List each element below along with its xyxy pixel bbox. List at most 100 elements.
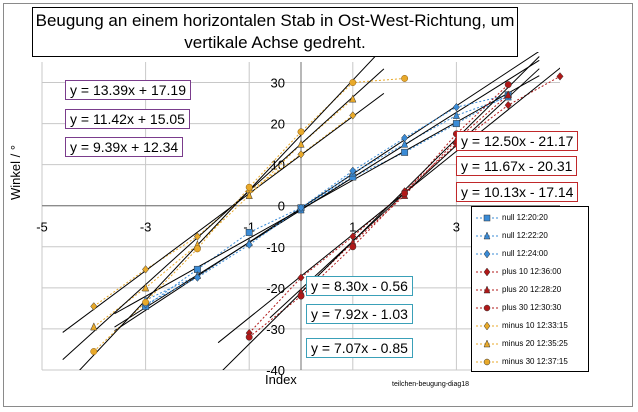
data-point [504,90,512,99]
series-line [93,114,354,307]
legend-item: plus 30 12:30:30 [472,301,588,317]
legend-swatch [476,339,498,348]
legend-item: null 12:22:20 [472,229,588,245]
data-point [401,74,409,82]
data-point [193,245,201,253]
x-tick-label: -1 [243,220,255,235]
x-tick-label: 3 [453,220,460,235]
legend-label: plus 20 12:28:20 [502,285,562,294]
data-point [452,120,460,128]
legend-marker [483,321,491,331]
legend-item: plus 20 12:28:20 [472,283,588,299]
data-point [401,133,409,143]
data-point [401,189,409,197]
legend-swatch [476,304,498,312]
y-tick-label: -10 [266,240,285,255]
legend-swatch [476,249,498,259]
data-point [349,111,357,120]
data-point [349,243,357,251]
fit-equation-plus-20: y = 11.67x - 20.31 [456,156,578,176]
data-point [349,166,357,176]
legend-label: minus 30 12:37:15 [502,357,568,366]
trend-line [114,75,540,315]
x-tick-label: -5 [36,220,48,235]
data-point [297,273,305,282]
legend-swatch [476,267,498,277]
legend-label: plus 10 12:36:00 [502,267,562,276]
data-point [90,348,98,355]
data-point [90,302,98,311]
data-point [349,79,357,86]
trend-line [222,56,540,370]
legend-swatch [476,321,498,331]
data-point [504,81,512,89]
legend-swatch [476,214,498,222]
data-point [245,183,253,191]
legend-marker [483,285,491,294]
data-point [245,190,253,199]
legend-label: null 12:24:00 [502,249,548,258]
legend-label: plus 30 12:30:30 [502,303,562,312]
x-tick-label: 1 [349,220,356,235]
fit-equation-null-3: y = 7.07x - 0.85 [306,338,413,358]
data-point [142,298,150,306]
fit-equation-plus-10: y = 10.13x - 17.14 [456,182,579,202]
legend-swatch [476,231,498,240]
y-tick-label: -20 [266,281,285,296]
data-point [452,110,460,119]
chart-frame [3,3,633,407]
trend-line [62,92,385,333]
data-point [90,322,98,331]
data-point [245,228,253,236]
trend-line [62,68,385,361]
x-tick-label: -3 [140,220,152,235]
legend-item: minus 20 12:35:25 [472,337,588,353]
legend-item: plus 10 12:36:00 [472,265,588,281]
y-axis-title: Winkel / ° [8,144,23,200]
legend-label: minus 10 12:33:15 [502,321,568,330]
fit-equation-null-1: y = 8.30x - 0.56 [306,276,413,296]
series-line [145,94,509,305]
fit-equation-null-2: y = 7.92x - 1.03 [306,304,413,324]
data-point [245,240,253,249]
data-point [245,333,253,341]
data-point [401,148,409,156]
legend-swatch [476,358,498,366]
legend-marker [483,304,491,312]
chart-title-line1: Beugung an einem horizontalen Stab in Os… [35,11,515,30]
data-point [193,273,201,282]
legend-item: null 12:24:00 [472,247,588,263]
y-tick-label: 0 [278,199,285,214]
fit-equation-minus-30: y = 13.39x + 17.19 [65,80,191,100]
y-tick-label: -40 [266,363,285,378]
legend-item: minus 30 12:37:15 [472,355,588,371]
legend-label: null 12:20:20 [502,213,548,222]
series-line [145,96,509,301]
legend-marker [483,358,491,366]
data-point [142,265,150,274]
legend-item: minus 10 12:33:15 [472,319,588,335]
data-point [297,203,305,212]
data-point [401,139,409,148]
chart-credit: teilchen-beugung-diag18 [392,381,470,388]
legend-marker [483,339,491,348]
chart-title-line2: vertikale Achse gedreht. [184,33,366,52]
legend-marker [483,231,491,240]
data-point [297,139,305,148]
series-line [248,84,509,338]
legend-swatch [476,285,498,294]
data-point [297,150,305,159]
y-tick-label: 20 [271,117,285,132]
fit-equation-plus-30: y = 12.50x - 21.17 [456,131,579,151]
data-point [452,102,460,112]
chart-legend: null 12:20:20 null 12:22:20 null 12:24:00 p… [471,206,589,372]
legend-item: null 12:20:20 [472,211,588,227]
legend-marker [483,267,491,277]
data-point [349,94,357,103]
legend-marker [483,249,491,259]
chart-title-box: Beugung an einem horizontalen Stab in Os… [32,7,518,57]
legend-label: minus 20 12:35:25 [502,339,568,348]
data-point [297,292,305,300]
y-tick-label: -30 [266,322,285,337]
data-point [504,100,512,110]
